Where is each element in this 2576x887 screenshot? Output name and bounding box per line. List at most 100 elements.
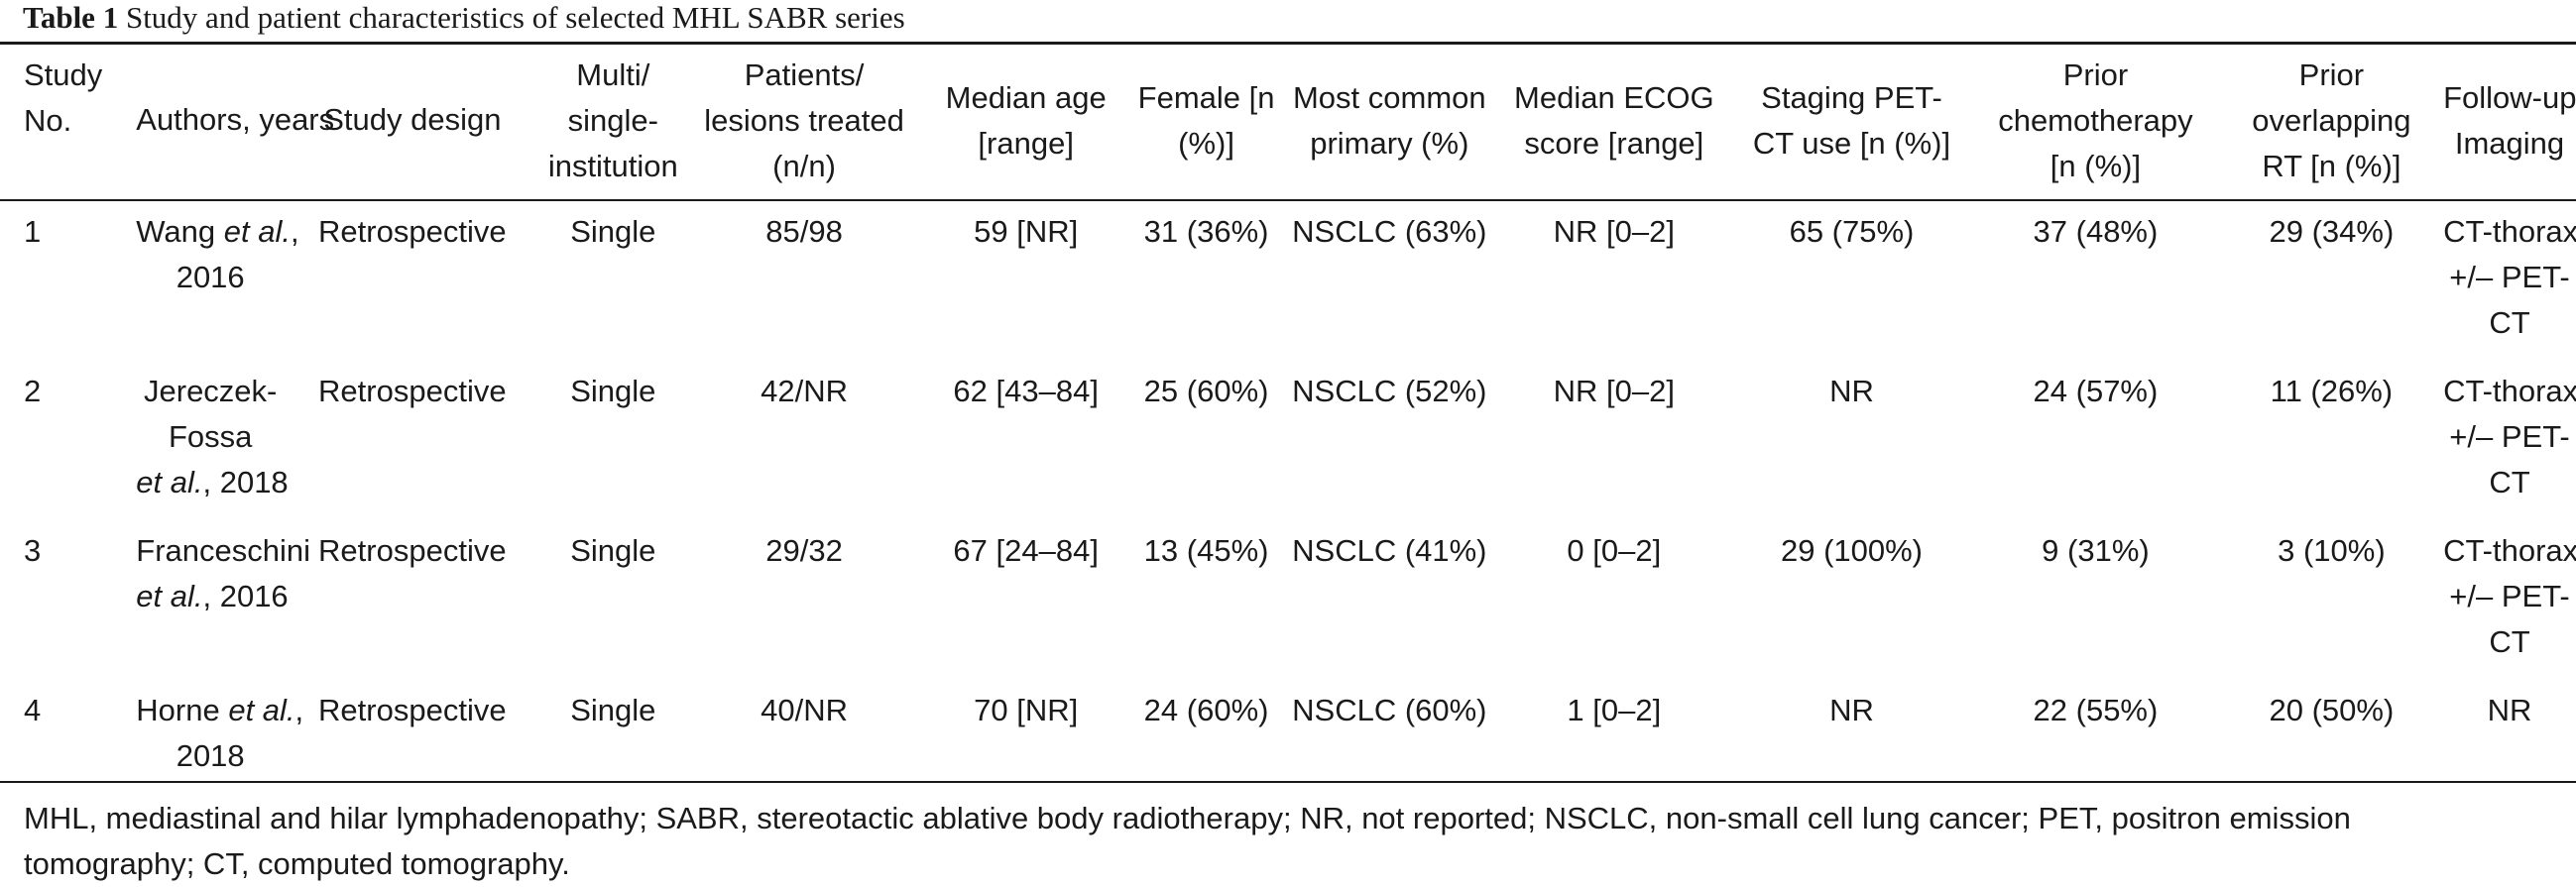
cell-chemo: 37 (48%)	[2033, 214, 2159, 249]
followup-line: +/– PET-	[2449, 419, 2570, 454]
header-staging: Staging PET- CT use [n (%)]	[1732, 45, 1971, 199]
cell-authors: Horne et al., 2018	[136, 678, 303, 786]
cell-staging: 29 (100%)	[1780, 533, 1923, 568]
cell-followup: CT-thorax +/– PET- CT	[2443, 518, 2576, 678]
bottom-rule	[0, 781, 2576, 783]
characteristics-table: Study No. Authors, years Study design Mu…	[0, 45, 2576, 786]
followup-line: CT-thorax	[2443, 533, 2576, 568]
author-year: , 2016	[202, 579, 289, 613]
cell-design: Retrospective	[318, 693, 507, 727]
cell-age: 62 [43–84]	[953, 374, 1099, 408]
header-rule	[0, 199, 2576, 201]
cell-followup: CT-thorax +/– PET- CT	[2443, 359, 2576, 518]
header-line: Multi/	[576, 57, 650, 92]
cell-staging: NR	[1829, 374, 1874, 408]
table-row: 3 Franceschini et al., 2016 Retrospectiv…	[0, 518, 2576, 678]
followup-line: CT	[2489, 624, 2530, 659]
header-design: Study design	[285, 45, 539, 199]
header-rt: Prior overlapping RT [n (%)]	[2220, 45, 2443, 199]
header-line: chemotherapy	[1998, 103, 2193, 138]
cell-study-no: 1	[24, 214, 42, 249]
header-line: Median ECOG	[1514, 80, 1714, 115]
cell-patients: 42/NR	[761, 374, 848, 408]
cell-rt: 29 (34%)	[2269, 214, 2395, 249]
cell-authors: Jereczek- Fossa et al., 2018	[136, 359, 288, 518]
header-primary: Most common primary (%)	[1283, 45, 1496, 199]
header-line: institution	[547, 149, 678, 183]
cell-patients: 29/32	[765, 533, 843, 568]
cell-female: 24 (60%)	[1143, 693, 1269, 727]
cell-ecog: 0 [0–2]	[1567, 533, 1662, 568]
header-line: Patients/	[744, 57, 865, 92]
cell-institution: Single	[570, 214, 656, 249]
table-caption: Table 1 Study and patient characteristic…	[23, 0, 905, 36]
cell-chemo: 22 (55%)	[2033, 693, 2159, 727]
cell-primary: NSCLC (60%)	[1292, 693, 1487, 727]
cell-female: 13 (45%)	[1143, 533, 1269, 568]
cell-staging: NR	[1829, 693, 1874, 727]
header-line: Study	[24, 57, 103, 92]
cell-age: 67 [24–84]	[953, 533, 1099, 568]
followup-line: +/– PET-	[2449, 260, 2570, 294]
cell-study-no: 4	[24, 693, 42, 727]
cell-primary: NSCLC (52%)	[1292, 374, 1487, 408]
header-line: score [range]	[1524, 126, 1704, 161]
cell-female: 31 (36%)	[1143, 214, 1269, 249]
cell-patients: 40/NR	[761, 693, 848, 727]
header-line: Authors, years	[136, 102, 335, 137]
author-sep: ,	[294, 693, 304, 727]
cell-rt: 3 (10%)	[2278, 533, 2386, 568]
header-line: Study design	[323, 102, 502, 137]
header-line: Female [n	[1137, 80, 1275, 115]
cell-design: Retrospective	[318, 533, 507, 568]
header-line: Most common	[1292, 80, 1486, 115]
header-line: CT use [n (%)]	[1752, 126, 1951, 161]
header-line: lesions treated	[704, 103, 904, 138]
cell-study-no: 3	[24, 533, 42, 568]
header-female: Female [n (%)]	[1129, 45, 1282, 199]
cell-primary: NSCLC (41%)	[1292, 533, 1487, 568]
header-line: (n/n)	[772, 149, 836, 183]
table-footnote: MHL, mediastinal and hilar lymphadenopat…	[24, 796, 2562, 887]
header-line: (%)]	[1178, 126, 1234, 161]
header-line: primary (%)	[1310, 126, 1469, 161]
author-name: Horne	[136, 693, 220, 727]
cell-staging: 65 (75%)	[1789, 214, 1915, 249]
cell-followup: CT-thorax +/– PET- CT	[2443, 199, 2576, 359]
header-line: RT [n (%)]	[2262, 149, 2401, 183]
table-row: 1 Wang et al., 2016 Retrospective Single…	[0, 199, 2576, 359]
table-row: 2 Jereczek- Fossa et al., 2018 Retrospec…	[0, 359, 2576, 518]
cell-study-no: 2	[24, 374, 42, 408]
author-sep: ,	[290, 214, 299, 249]
header-institution: Multi/ single- institution	[540, 45, 687, 199]
cell-authors: Wang et al., 2016	[136, 199, 298, 359]
footnote-line: tomography; CT, computed tomography.	[24, 846, 570, 881]
author-year: 2018	[176, 738, 245, 773]
cell-design: Retrospective	[318, 214, 507, 249]
followup-line: CT	[2489, 305, 2530, 340]
footnote-line: MHL, mediastinal and hilar lymphadenopat…	[24, 801, 2351, 835]
header-line: Median age	[945, 80, 1107, 115]
cell-age: 59 [NR]	[974, 214, 1079, 249]
header-ecog: Median ECOG score [range]	[1496, 45, 1732, 199]
followup-line: +/– PET-	[2449, 579, 2570, 613]
cell-authors: Franceschini et al., 2016	[136, 518, 310, 678]
author-etal: et al.	[223, 214, 291, 249]
cell-chemo: 24 (57%)	[2033, 374, 2159, 408]
author-name: Wang	[136, 214, 216, 249]
author-etal: et al.	[136, 465, 203, 499]
cell-institution: Single	[570, 374, 656, 408]
cell-ecog: 1 [0–2]	[1567, 693, 1662, 727]
author-etal: et al.	[136, 579, 203, 613]
author-name: Jereczek-	[144, 374, 278, 408]
cell-patients: 85/98	[765, 214, 843, 249]
header-followup: Follow-up Imaging	[2443, 45, 2576, 199]
header-line: single-	[567, 103, 658, 138]
table-label: Table 1	[23, 0, 119, 35]
cell-design: Retrospective	[318, 374, 507, 408]
followup-line: CT-thorax	[2443, 214, 2576, 249]
followup-line: CT	[2489, 465, 2530, 499]
header-patients: Patients/ lesions treated (n/n)	[686, 45, 922, 199]
cell-rt: 11 (26%)	[2270, 374, 2394, 408]
header-study-no: Study No.	[0, 45, 136, 199]
